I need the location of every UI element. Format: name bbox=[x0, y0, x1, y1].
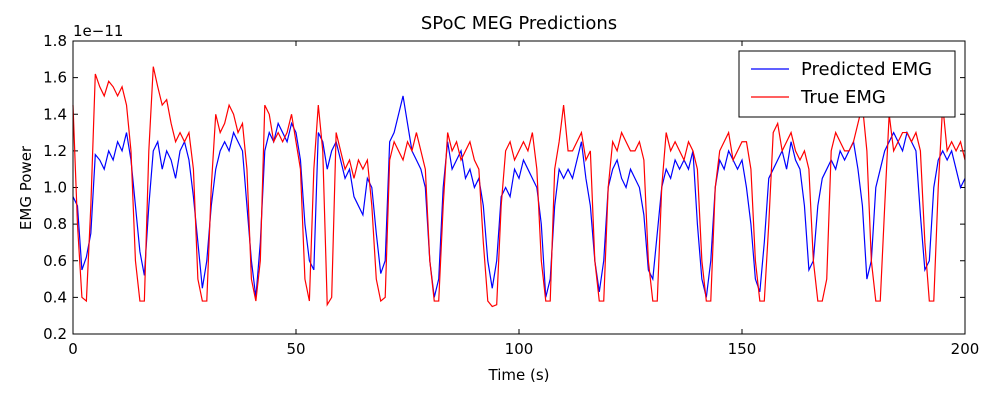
plot-frame bbox=[72, 40, 966, 335]
legend-box bbox=[738, 50, 956, 118]
y-tick-label: 1.0 bbox=[43, 179, 67, 197]
x-tick-label: 200 bbox=[951, 340, 980, 358]
line-series bbox=[72, 95, 966, 298]
x-axis-label: Time (s) bbox=[488, 366, 550, 384]
y-tick-label: 0.6 bbox=[43, 252, 67, 270]
x-tick-label: 100 bbox=[505, 340, 534, 358]
y-tick-label: 1.4 bbox=[43, 105, 67, 123]
line-series bbox=[72, 66, 966, 308]
y-offset-label: 1e−11 bbox=[73, 22, 123, 40]
y-tick-label: 0.8 bbox=[43, 215, 67, 233]
y-tick-label: 0.2 bbox=[43, 325, 67, 343]
y-axis-label: EMG Power bbox=[17, 145, 35, 230]
x-tick-label: 50 bbox=[286, 340, 305, 358]
legend-label: True EMG bbox=[800, 87, 886, 108]
y-tick-label: 1.6 bbox=[43, 69, 67, 87]
chart-title: SPoC MEG Predictions bbox=[421, 13, 617, 34]
y-tick-label: 1.2 bbox=[43, 142, 67, 160]
legend-label: Predicted EMG bbox=[801, 59, 932, 80]
y-tick-label: 0.4 bbox=[43, 288, 67, 306]
x-tick-label: 0 bbox=[68, 340, 78, 358]
y-tick-label: 1.8 bbox=[43, 32, 67, 50]
x-tick-label: 150 bbox=[728, 340, 757, 358]
